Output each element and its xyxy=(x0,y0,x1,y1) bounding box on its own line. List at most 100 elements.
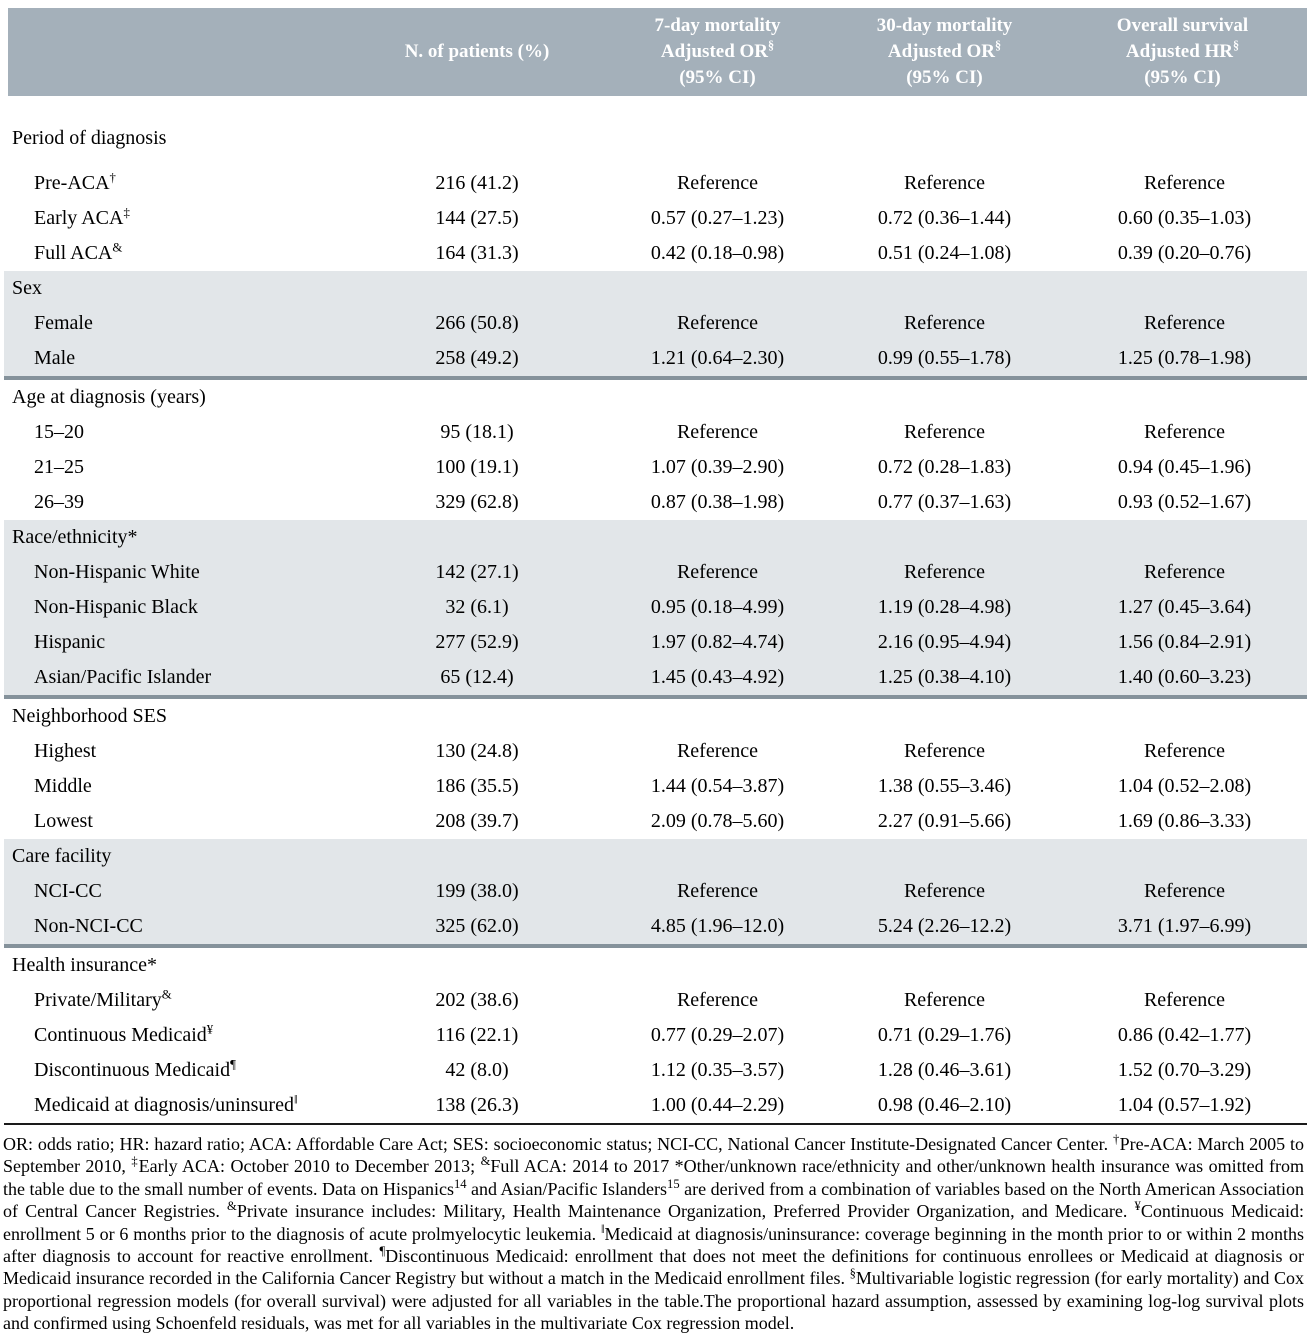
cell-overall-hr: 1.56 (0.84–2.91) xyxy=(1058,625,1307,660)
section-sign-icon: § xyxy=(768,38,775,53)
row-label: Female xyxy=(4,306,350,341)
cell-30day-or: 0.98 (0.46–2.10) xyxy=(831,1088,1058,1125)
section-sign-icon: § xyxy=(1233,38,1240,53)
row-label: Full ACA& xyxy=(4,236,350,271)
cell-7day-or: Reference xyxy=(604,734,831,769)
table-row: Non-NCI-CC 325 (62.0) 4.85 (1.96–12.0) 5.24… xyxy=(4,909,1307,948)
row-label-text: Discontinuous Medicaid xyxy=(34,1059,231,1081)
cell-30day-or: 5.24 (2.26–12.2) xyxy=(831,909,1058,948)
footnote-text: are derived from a combination of variab… xyxy=(3,1178,1304,1222)
cell-30day-or: 0.77 (0.37–1.63) xyxy=(831,485,1058,520)
cell-7day-or: Reference xyxy=(604,983,831,1018)
cell-overall-hr: Reference xyxy=(1058,415,1307,450)
row-label-text: Private/Military xyxy=(34,989,162,1011)
cell-n-patients: 216 (41.2) xyxy=(350,166,604,201)
table-row: 26–39 329 (62.8) 0.87 (0.38–1.98) 0.77 (0.3… xyxy=(4,485,1307,520)
cell-30day-or: Reference xyxy=(831,983,1058,1018)
table-row: Asian/Pacific Islander 65 (12.4) 1.45 (0.4… xyxy=(4,660,1307,699)
row-label-text: 15–20 xyxy=(34,421,84,443)
cell-7day-or: 0.77 (0.29–2.07) xyxy=(604,1018,831,1053)
cell-30day-or: Reference xyxy=(831,555,1058,590)
table-row: Male 258 (49.2) 1.21 (0.64–2.30) 0.99 (0.55… xyxy=(4,341,1307,380)
cell-30day-or: 2.27 (0.91–5.66) xyxy=(831,804,1058,839)
section-title: Neighborhood SES xyxy=(4,697,1307,734)
cell-overall-hr: 1.04 (0.57–1.92) xyxy=(1058,1088,1307,1125)
cell-n-patients: 164 (31.3) xyxy=(350,236,604,271)
cell-7day-or: 0.95 (0.18–4.99) xyxy=(604,590,831,625)
cell-n-patients: 266 (50.8) xyxy=(350,306,604,341)
footnote-marker-icon: & xyxy=(227,1199,237,1214)
cell-30day-or: 0.72 (0.28–1.83) xyxy=(831,450,1058,485)
table-row: Full ACA& 164 (31.3) 0.42 (0.18–0.98) 0.51 … xyxy=(4,236,1307,271)
header-line: (95% CI) xyxy=(906,67,983,88)
header-cell-overall-survival: Overall survival Adjusted HR§ (95% CI) xyxy=(1058,0,1307,96)
row-label: Non-Hispanic Black xyxy=(4,590,350,625)
row-label-text: Highest xyxy=(34,740,97,762)
header-label: Adjusted HR xyxy=(1125,41,1234,62)
row-label-text: Lowest xyxy=(34,810,93,832)
cell-n-patients: 65 (12.4) xyxy=(350,660,604,699)
cell-7day-or: 0.42 (0.18–0.98) xyxy=(604,236,831,271)
cell-30day-or: 2.16 (0.95–4.94) xyxy=(831,625,1058,660)
cell-7day-or: Reference xyxy=(604,555,831,590)
footnote-marker-icon: ¥ xyxy=(206,1022,214,1037)
cell-n-patients: 325 (62.0) xyxy=(350,909,604,948)
row-label: Pre-ACA† xyxy=(4,166,350,201)
section-sign-icon: § xyxy=(995,38,1002,53)
cell-30day-or: Reference xyxy=(831,306,1058,341)
table-row: Non-Hispanic Black 32 (6.1) 0.95 (0.18–4.9… xyxy=(4,590,1307,625)
cell-n-patients: 329 (62.8) xyxy=(350,485,604,520)
table-row: Highest 130 (24.8) Reference Reference Refer… xyxy=(4,734,1307,769)
row-label: 26–39 xyxy=(4,485,350,520)
cell-7day-or: 1.45 (0.43–4.92) xyxy=(604,660,831,699)
table-row: Discontinuous Medicaid¶ 42 (8.0) 1.12 (0.3… xyxy=(4,1053,1307,1088)
cell-overall-hr: 1.27 (0.45–3.64) xyxy=(1058,590,1307,625)
table-row: Lowest 208 (39.7) 2.09 (0.78–5.60) 2.27 (0.… xyxy=(4,804,1307,839)
footnote-marker-icon: ‖ xyxy=(293,1092,298,1107)
cell-overall-hr: Reference xyxy=(1058,734,1307,769)
table-row: NCI-CC 199 (38.0) Reference Reference Refere… xyxy=(4,874,1307,909)
row-label-text: Non-NCI-CC xyxy=(34,915,143,937)
row-label: Non-Hispanic White xyxy=(4,555,350,590)
row-label: NCI-CC xyxy=(4,874,350,909)
cell-30day-or: Reference xyxy=(831,415,1058,450)
cell-n-patients: 277 (52.9) xyxy=(350,625,604,660)
header-line: Adjusted OR§ xyxy=(604,39,831,65)
cell-30day-or: 1.28 (0.46–3.61) xyxy=(831,1053,1058,1088)
section-title-row: Health insurance* xyxy=(4,946,1307,983)
cell-n-patients: 42 (8.0) xyxy=(350,1053,604,1088)
row-label-text: Hispanic xyxy=(34,631,106,653)
cell-7day-or: 1.97 (0.82–4.74) xyxy=(604,625,831,660)
cell-7day-or: 1.07 (0.39–2.90) xyxy=(604,450,831,485)
section-title-row: Sex xyxy=(4,271,1307,306)
cell-30day-or: 0.51 (0.24–1.08) xyxy=(831,236,1058,271)
section-title-row: Race/ethnicity* xyxy=(4,520,1307,555)
row-label: Non-NCI-CC xyxy=(4,909,350,948)
table-row: Hispanic 277 (52.9) 1.97 (0.82–4.74) 2.16 (… xyxy=(4,625,1307,660)
cell-7day-or: Reference xyxy=(604,874,831,909)
table-row: Private/Military& 202 (38.6) Reference Refe… xyxy=(4,983,1307,1018)
cell-30day-or: 0.99 (0.55–1.78) xyxy=(831,341,1058,380)
cell-n-patients: 95 (18.1) xyxy=(350,415,604,450)
header-line: Adjusted OR§ xyxy=(831,39,1058,65)
header-line: Adjusted HR§ xyxy=(1058,39,1307,65)
cell-30day-or: 1.38 (0.55–3.46) xyxy=(831,769,1058,804)
table-header: N. of patients (%) 7-day mortality Adjus… xyxy=(0,0,1307,96)
footnote-text: Private insurance includes: Military, He… xyxy=(236,1201,1135,1222)
results-table: N. of patients (%) 7-day mortality Adjus… xyxy=(0,0,1307,1125)
cell-7day-or: 0.57 (0.27–1.23) xyxy=(604,201,831,236)
cell-n-patients: 208 (39.7) xyxy=(350,804,604,839)
row-label-text: Early ACA xyxy=(34,207,124,229)
row-label: Continuous Medicaid¥ xyxy=(4,1018,350,1053)
footnote-text: Discontinuous Medicaid: enrollment that … xyxy=(3,1246,1304,1289)
row-label-text: Continuous Medicaid xyxy=(34,1024,207,1046)
header-line: Overall survival xyxy=(1116,15,1249,36)
footnote-marker-icon: † xyxy=(109,170,116,185)
section-title: Period of diagnosis xyxy=(4,96,1307,166)
cell-30day-or: Reference xyxy=(831,166,1058,201)
row-label-text: Male xyxy=(34,347,76,369)
row-label: Highest xyxy=(4,734,350,769)
row-label: Hispanic xyxy=(4,625,350,660)
table-row: 21–25 100 (19.1) 1.07 (0.39–2.90) 0.72 (0.2… xyxy=(4,450,1307,485)
row-label-text: Medicaid at diagnosis/uninsured xyxy=(34,1094,294,1116)
